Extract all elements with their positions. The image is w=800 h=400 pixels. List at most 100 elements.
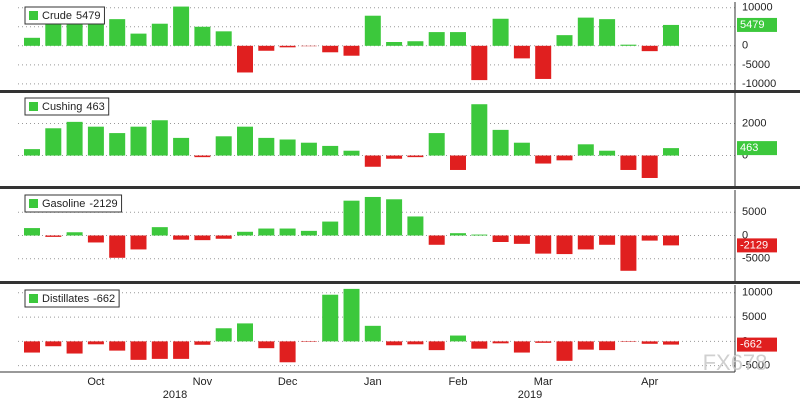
x-tick-label: Jan — [364, 376, 382, 388]
y-tick-label: -10000 — [742, 78, 776, 90]
bar — [45, 21, 62, 46]
bar — [577, 235, 594, 250]
legend-value: -662 — [93, 293, 115, 305]
bar — [87, 341, 104, 345]
bar — [343, 288, 360, 342]
bar — [471, 341, 488, 349]
bar — [24, 37, 40, 46]
y-tick-label: 10000 — [742, 287, 773, 299]
y-tick-label: 5000 — [742, 311, 766, 323]
bar — [215, 136, 232, 156]
bar — [24, 228, 40, 236]
bar — [215, 31, 232, 46]
bar — [407, 41, 424, 46]
bar — [322, 145, 339, 156]
bar — [237, 231, 253, 236]
bar — [215, 235, 232, 239]
bar — [66, 22, 83, 46]
bar — [173, 235, 190, 240]
bar — [279, 341, 296, 363]
y-tick-label: 0 — [742, 149, 748, 161]
bar — [471, 104, 488, 156]
bar — [641, 235, 658, 241]
bar — [322, 294, 339, 342]
bar — [237, 126, 253, 156]
bar — [215, 328, 232, 342]
bar — [364, 325, 381, 342]
legend-value: -2129 — [89, 198, 117, 210]
bar — [109, 19, 126, 46]
bar — [109, 235, 126, 258]
panel-separator — [0, 90, 800, 93]
legend-value: 463 — [86, 101, 104, 113]
bar — [109, 341, 126, 351]
bar — [513, 142, 530, 156]
y-tick-label: -5000 — [742, 59, 770, 71]
bar — [641, 45, 658, 52]
bar — [513, 45, 530, 59]
bar — [663, 148, 679, 156]
value-tag-label: -2129 — [740, 239, 768, 251]
bar — [258, 228, 275, 236]
legend-label: Gasoline — [42, 198, 85, 210]
bar — [300, 142, 317, 156]
bar — [151, 120, 168, 156]
bar — [237, 45, 253, 73]
bar — [599, 19, 616, 46]
panel-separator — [0, 186, 800, 189]
bar — [173, 137, 190, 156]
bar — [343, 45, 360, 56]
bar — [620, 44, 637, 46]
panel-separator — [0, 281, 800, 284]
value-tag — [737, 141, 777, 156]
bar — [364, 196, 381, 236]
bar — [641, 341, 658, 344]
bar — [535, 235, 552, 254]
bar — [577, 17, 594, 46]
year-label: 2019 — [518, 389, 542, 400]
bar — [599, 341, 616, 351]
bar — [450, 335, 466, 342]
bar — [663, 24, 679, 46]
bar — [492, 129, 509, 156]
bar — [24, 149, 40, 156]
bar — [322, 45, 339, 53]
bar — [386, 199, 403, 236]
legend-label: Crude — [42, 10, 72, 22]
bar — [45, 341, 62, 347]
bar — [343, 200, 360, 236]
bar — [386, 42, 403, 46]
y-tick-label: -5000 — [742, 253, 770, 265]
bar — [641, 155, 658, 178]
bar — [492, 235, 509, 242]
bar — [471, 45, 488, 81]
bar — [130, 235, 147, 250]
bar — [24, 341, 40, 353]
bar — [194, 341, 211, 345]
bar — [492, 18, 509, 46]
legend-swatch — [29, 199, 38, 208]
bar — [556, 155, 573, 161]
bar — [620, 235, 637, 271]
y-tick-label: 2000 — [742, 117, 766, 129]
bar — [556, 35, 573, 46]
bar — [450, 32, 466, 46]
bar — [535, 45, 552, 79]
bar — [173, 341, 190, 359]
bar — [194, 155, 211, 158]
bar — [599, 150, 616, 156]
bar — [130, 33, 147, 46]
legend-swatch — [29, 294, 38, 303]
bar — [194, 26, 211, 46]
bar — [66, 341, 83, 354]
bar — [471, 234, 488, 236]
bar — [45, 128, 62, 156]
bar — [258, 45, 275, 51]
bar — [109, 133, 126, 156]
bar — [428, 32, 445, 46]
value-tag — [737, 17, 777, 32]
y-tick-label: -5000 — [742, 360, 770, 372]
bar — [556, 235, 573, 255]
